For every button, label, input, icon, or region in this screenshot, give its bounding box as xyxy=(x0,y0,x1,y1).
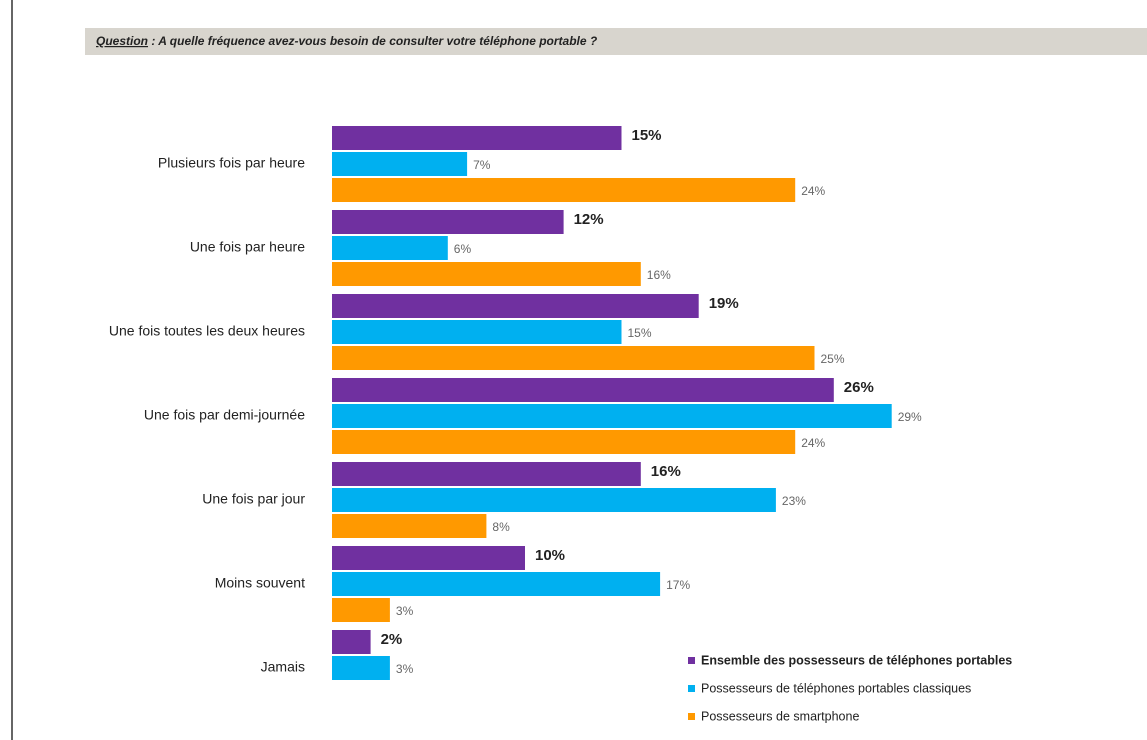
bar xyxy=(332,630,371,654)
category-label: Jamais xyxy=(261,659,305,675)
value-label: 25% xyxy=(821,352,845,366)
value-label: 3% xyxy=(396,604,414,618)
bar xyxy=(332,462,641,486)
bar xyxy=(332,656,390,680)
bar xyxy=(332,546,525,570)
value-label: 8% xyxy=(492,520,510,534)
value-label: 6% xyxy=(454,242,472,256)
value-label: 26% xyxy=(844,379,874,396)
legend-label: Possesseurs de smartphone xyxy=(701,709,859,723)
bar xyxy=(332,572,661,596)
bar xyxy=(332,236,448,260)
value-label: 7% xyxy=(473,158,491,172)
bar xyxy=(332,126,622,150)
title-prefix: Question xyxy=(96,34,148,48)
bar xyxy=(332,346,815,370)
value-label: 15% xyxy=(632,127,662,144)
value-label: 16% xyxy=(651,463,681,480)
category-label: Une fois par heure xyxy=(190,239,305,255)
value-label: 10% xyxy=(535,547,565,564)
title-band xyxy=(85,28,1147,55)
category-label: Une fois par jour xyxy=(202,491,305,507)
bar xyxy=(332,320,622,344)
value-label: 29% xyxy=(898,410,922,424)
legend-swatch xyxy=(688,657,695,664)
category-label: Moins souvent xyxy=(215,575,305,591)
bar xyxy=(332,404,892,428)
value-label: 2% xyxy=(381,631,403,648)
chart-title: Question : A quelle fréquence avez-vous … xyxy=(96,34,598,48)
value-label: 16% xyxy=(647,268,671,282)
legend-swatch xyxy=(688,713,695,720)
bar xyxy=(332,152,468,176)
legend-label: Ensemble des possesseurs de téléphones p… xyxy=(701,653,1012,667)
bar xyxy=(332,598,390,622)
legend-swatch xyxy=(688,685,695,692)
value-label: 24% xyxy=(801,436,825,450)
bar xyxy=(332,178,796,202)
value-label: 3% xyxy=(396,662,414,676)
category-label: Une fois toutes les deux heures xyxy=(109,323,305,339)
bar xyxy=(332,210,564,234)
value-label: 24% xyxy=(801,184,825,198)
category-label: Plusieurs fois par heure xyxy=(158,155,305,171)
bar xyxy=(332,294,699,318)
bar xyxy=(332,514,487,538)
category-label: Une fois par demi-journée xyxy=(144,407,305,423)
value-label: 12% xyxy=(574,211,604,228)
bar xyxy=(332,430,796,454)
legend-label: Possesseurs de téléphones portables clas… xyxy=(701,681,971,695)
title-text: : A quelle fréquence avez-vous besoin de… xyxy=(148,34,598,48)
bar xyxy=(332,378,834,402)
value-label: 23% xyxy=(782,494,806,508)
value-label: 19% xyxy=(709,295,739,312)
value-label: 15% xyxy=(628,326,652,340)
bar xyxy=(332,262,641,286)
value-label: 17% xyxy=(666,578,690,592)
bar xyxy=(332,488,776,512)
